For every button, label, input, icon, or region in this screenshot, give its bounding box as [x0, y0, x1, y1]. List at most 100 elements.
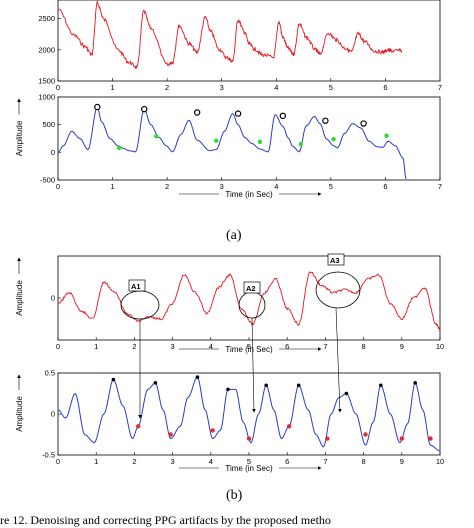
- x-tick-label: 3: [220, 182, 224, 191]
- x-tick-label: 5: [247, 342, 251, 351]
- x-tick-label: 9: [400, 457, 404, 466]
- trough-marker: [136, 424, 141, 429]
- data-layer: [58, 0, 440, 452]
- trough-marker: [168, 432, 173, 437]
- x-tick-label: 2: [132, 457, 136, 466]
- x-tick-label: 3: [171, 342, 175, 351]
- x-tick-label: 4: [209, 457, 213, 466]
- plot-frame: [57, 0, 441, 82]
- y-axis-label: Amplitude: [15, 396, 24, 432]
- x-tick-label: 10: [436, 457, 444, 466]
- trough-marker: [331, 136, 336, 142]
- x-axis-label: Time (in Sec): [225, 345, 273, 354]
- artifact-a1-label: A1: [131, 282, 141, 291]
- artifact-a1-box: [128, 279, 146, 292]
- peak-marker: [344, 391, 349, 396]
- y-tick-label: 0: [51, 294, 55, 303]
- x-tick-label: 6: [383, 182, 387, 191]
- peak-marker: [141, 105, 148, 113]
- y-tick-label: 0.5: [45, 369, 55, 378]
- y-tick-label: 2500: [38, 14, 55, 23]
- annotation-layer: A1 A2 A3: [120, 253, 361, 419]
- panel-a_top: 0 1 2 3 4 5 6 7 1500 2000 2500: [38, 0, 442, 92]
- trough-marker: [154, 134, 159, 139]
- series-line-a_bottom: [58, 106, 407, 180]
- x-tick-label: 10: [436, 342, 444, 351]
- trough-marker: [257, 139, 263, 145]
- trough-marker: [214, 138, 219, 143]
- x-tick-label: 1: [94, 457, 98, 466]
- artifact-a1-ellipse: [120, 290, 160, 320]
- x-tick-label: 0: [56, 83, 60, 92]
- artifact-a2-arrow: [251, 317, 256, 413]
- x-tick-label: 7: [438, 182, 442, 191]
- series-line-b_bottom: [58, 376, 440, 452]
- x-tick-label: 1: [94, 342, 98, 351]
- artifact-a2-ellipse: [238, 291, 266, 319]
- x-tick-label: 7: [323, 342, 327, 351]
- panel-b_top: 0 1 2 3 4 5 6 7 8 9 10 0 Time (in Sec) Amplitude: [15, 255, 444, 354]
- y-tick-label: 1000: [38, 93, 55, 102]
- trough-marker: [286, 424, 292, 429]
- plot-frame: [57, 96, 441, 181]
- x-tick-label: 1: [110, 83, 114, 92]
- y-tick-label: 0: [51, 148, 55, 157]
- x-tick-label: 5: [329, 83, 333, 92]
- x-axis-label: Time (in Sec): [225, 190, 273, 199]
- x-tick-label: 2: [165, 182, 169, 191]
- x-tick-label: 3: [220, 83, 224, 92]
- x-tick-label: 5: [247, 457, 251, 466]
- peak-marker: [413, 380, 418, 385]
- peak-marker: [195, 375, 200, 379]
- x-tick-label: 4: [274, 182, 278, 191]
- subfigure-b-label: (b): [226, 488, 243, 503]
- plot-frame: [57, 372, 441, 456]
- trough-marker: [210, 428, 215, 433]
- subfigure-a-label: (a): [226, 228, 242, 243]
- peak-marker: [193, 109, 201, 116]
- x-tick-label: 9: [400, 342, 404, 351]
- x-tick-label: 8: [362, 342, 366, 351]
- peak-marker: [226, 387, 230, 392]
- y-tick-label: 500: [42, 120, 55, 129]
- y-tick-label: 2000: [38, 45, 55, 54]
- peak-marker: [296, 383, 301, 388]
- x-tick-label: 2: [165, 83, 169, 92]
- x-tick-label: 4: [274, 83, 278, 92]
- y-axis-label: Amplitude: [15, 280, 24, 316]
- peak-marker: [234, 110, 242, 117]
- x-tick-label: 6: [285, 342, 289, 351]
- x-tick-label: 0: [56, 182, 60, 191]
- y-tick-label: -0.5: [42, 451, 55, 460]
- peak-marker: [378, 383, 383, 388]
- x-tick-label: 7: [323, 457, 327, 466]
- trough-marker: [116, 145, 122, 151]
- y-axis-label: Amplitude: [15, 120, 24, 156]
- x-tick-label: 8: [362, 457, 366, 466]
- peak-marker: [111, 377, 116, 382]
- x-tick-label: 6: [383, 83, 387, 92]
- series-line-a_top: [58, 0, 403, 70]
- artifact-a2-box: [243, 281, 261, 294]
- trough-marker: [298, 141, 304, 147]
- x-tick-label: 0: [56, 457, 60, 466]
- x-tick-label: 1: [110, 182, 114, 191]
- trough-marker: [428, 436, 433, 441]
- trough-marker: [363, 432, 368, 437]
- artifact-a3-label: A3: [330, 256, 340, 265]
- y-tick-label: 0: [51, 410, 55, 419]
- peak-marker: [94, 103, 101, 111]
- peak-marker: [360, 120, 367, 127]
- peak-marker: [264, 383, 269, 388]
- peak-marker: [153, 380, 158, 385]
- artifact-a3-ellipse: [315, 271, 361, 309]
- x-tick-label: 2: [132, 342, 136, 351]
- x-axis-label: Time (in Sec): [225, 464, 273, 473]
- peak-marker: [322, 117, 329, 124]
- figure-caption: re 12. Denoising and correcting PPG arti…: [0, 513, 331, 527]
- plot-frame: [57, 255, 441, 341]
